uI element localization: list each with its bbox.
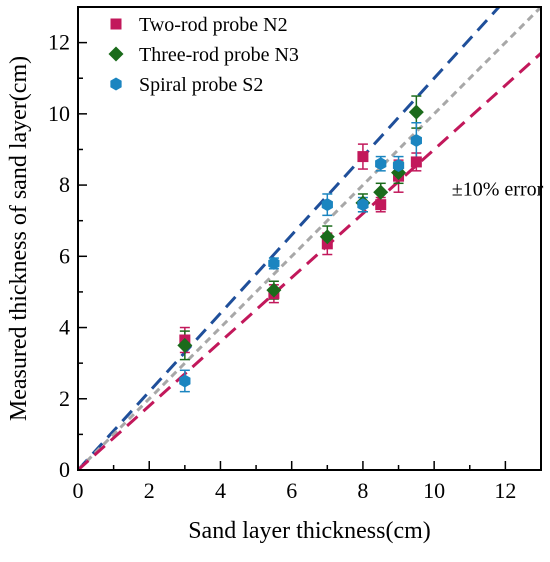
y-tick-label: 2 <box>59 386 70 411</box>
legend-marker-diamond <box>108 46 124 62</box>
x-tick-label: 10 <box>423 478 445 503</box>
x-tick-label: 0 <box>73 478 84 503</box>
hexagon-point <box>375 157 387 171</box>
hexagon-point <box>321 198 333 212</box>
diamond-point <box>408 104 424 120</box>
reference-line-1 <box>78 7 541 470</box>
y-tick-label: 10 <box>48 101 70 126</box>
legend-label: Three-rod probe N3 <box>139 44 299 66</box>
legend-marker-square <box>110 18 122 30</box>
legend-marker-hexagon <box>110 77 122 91</box>
legend-label: Two-rod probe N2 <box>139 14 288 36</box>
plot-frame <box>77 6 542 471</box>
y-tick-label: 6 <box>59 243 70 268</box>
x-tick-label: 6 <box>286 478 297 503</box>
reference-line-2 <box>78 52 541 470</box>
data-markers <box>177 104 424 388</box>
square-point <box>357 151 369 163</box>
diamond-point <box>373 184 389 200</box>
error-annotation: ±10% error <box>452 179 544 201</box>
x-tick-label: 12 <box>494 478 516 503</box>
y-tick-label: 4 <box>59 315 70 340</box>
hexagon-point <box>268 256 280 270</box>
diamond-point <box>319 229 335 245</box>
y-tick-label: 12 <box>48 30 70 55</box>
x-tick-label: 8 <box>357 478 368 503</box>
hexagon-point <box>410 134 422 148</box>
legend: Two-rod probe N2 Three-rod probe N3 Spiral… <box>108 14 299 96</box>
y-axis-title: Measured thickness of sand layer(cm) <box>6 56 32 421</box>
axis-tick-labels: 0 2 4 6 8 10 12 0 2 4 6 8 10 12 <box>48 30 516 503</box>
y-tick-label: 8 <box>59 172 70 197</box>
x-tick-label: 4 <box>215 478 226 503</box>
square-point <box>375 199 387 211</box>
legend-label: Spiral probe S2 <box>139 74 263 96</box>
y-tick-label: 0 <box>59 457 70 482</box>
square-point <box>410 156 422 168</box>
diamond-point <box>177 337 193 353</box>
x-tick-label: 2 <box>144 478 155 503</box>
hexagon-point <box>392 158 405 172</box>
hexagon-point <box>357 198 369 212</box>
reference-lines <box>78 7 541 470</box>
diamond-point <box>266 282 282 298</box>
reference-line-0 <box>78 7 501 470</box>
x-axis-title: Sand layer thickness(cm) <box>188 518 431 544</box>
axis-ticks <box>77 6 542 471</box>
hexagon-point <box>179 374 191 388</box>
